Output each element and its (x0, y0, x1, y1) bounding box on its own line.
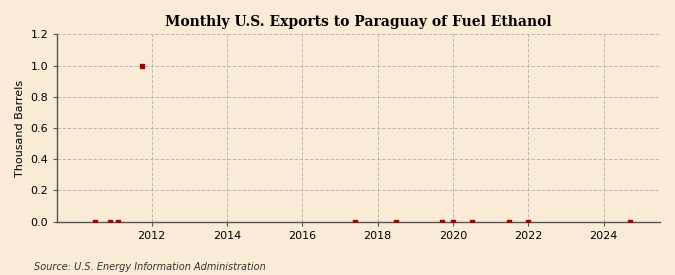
Point (350, 219, 360, 224)
Point (391, 219, 402, 224)
Y-axis label: Thousand Barrels: Thousand Barrels (15, 79, 25, 177)
Point (466, 219, 477, 224)
Title: Monthly U.S. Exports to Paraguay of Fuel Ethanol: Monthly U.S. Exports to Paraguay of Fuel… (165, 15, 552, 29)
Point (504, 219, 515, 224)
Point (522, 219, 533, 224)
Text: Source: U.S. Energy Information Administration: Source: U.S. Energy Information Administ… (34, 262, 265, 272)
Point (112, 219, 123, 224)
Point (436, 219, 447, 224)
Point (448, 219, 458, 224)
Point (624, 219, 635, 224)
Point (90, 219, 101, 224)
Point (105, 219, 115, 224)
Point (136, 63, 147, 68)
